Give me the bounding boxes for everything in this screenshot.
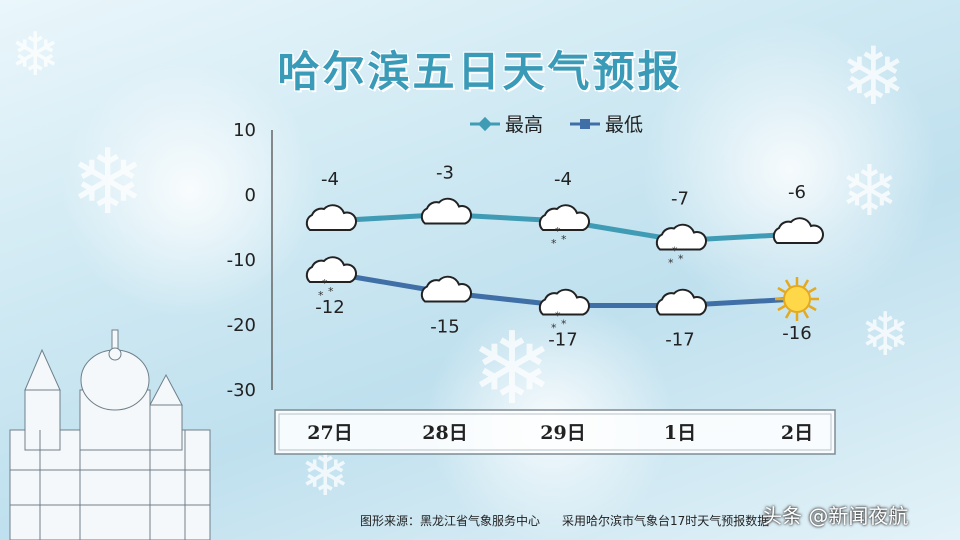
svg-text:*: * [555,310,561,323]
y-tick-label: 10 [233,120,256,141]
frost-glow [60,60,320,320]
snow-cloud-icon: *** [655,223,707,270]
church-illustration [9,329,211,540]
sun-icon [775,277,819,321]
cloud-icon [305,204,357,231]
x-tick-label: 28日 [422,422,467,444]
high-value-label: -4 [321,169,339,190]
cloud-icon [772,217,824,244]
weather-icons: ************ [305,197,824,335]
snowflake-icon: ❄ [840,30,908,123]
svg-text:*: * [561,233,567,246]
x-tick-label: 27日 [307,422,352,444]
svg-text:*: * [322,277,328,290]
snow-cloud-icon: *** [538,204,590,250]
y-tick-label: 0 [245,185,256,206]
cloud-icon [420,197,472,225]
footer-source: 图形来源：黑龙江省气象服务中心 [360,514,541,528]
snowflake-icon: ❄ [10,20,61,90]
date-bar [274,409,836,455]
footer: 图形来源：黑龙江省气象服务中心 采用哈尔滨市气象台17时天气预报数据 [360,512,791,529]
snow-cloud-icon: *** [305,256,357,302]
snowflake-icon: ❄ [840,150,899,232]
frost-glow [640,20,940,320]
snow-cloud-icon: *** [538,288,590,335]
cloud-icon [655,288,707,316]
data-labels: -4 -3 -4 -7 -6 -12 -15 -17 -17 -16 [315,163,811,351]
high-value-label: -7 [671,189,689,210]
low-value-label: -17 [548,330,577,351]
svg-text:*: * [551,322,557,335]
low-value-label: -16 [782,323,811,344]
snowflake-icon: ❄ [470,310,554,427]
svg-text:*: * [672,245,678,258]
legend-high-marker [477,116,493,132]
y-tick-label: -10 [227,250,256,271]
x-tick-label: 29日 [540,422,585,444]
y-tick-label: -20 [227,315,256,336]
watermark: 头条 @新闻夜航 [762,504,909,528]
svg-text:*: * [668,257,674,270]
snowflake-icon: ❄ [70,130,146,235]
date-bar-inner [278,413,832,451]
y-axis-ticks: 10 0 -10 -20 -30 [227,120,256,401]
low-value-label: -15 [430,317,459,338]
svg-text:*: * [678,253,684,266]
x-axis-dates: 27日 28日 29日 1日 2日 [307,422,813,444]
high-value-label: -4 [554,169,572,190]
cloud-icon [420,275,472,303]
footer-note: 采用哈尔滨市气象台17时天气预报数据 [562,514,770,528]
svg-text:*: * [555,225,561,238]
low-value-label: -17 [665,330,694,351]
legend-low-label: 最低 [605,114,643,136]
low-value-label: -12 [315,297,344,318]
x-tick-label: 1日 [664,422,696,444]
legend-high-label: 最高 [505,114,543,136]
svg-text:*: * [318,289,324,302]
snowflake-icon: ❄ [860,300,911,370]
high-value-label: -6 [788,182,806,203]
legend-low-marker [580,119,590,129]
high-value-label: -3 [436,163,454,184]
svg-text:*: * [551,237,557,250]
chart-legend: 最高 最低 [470,114,643,136]
x-tick-label: 2日 [781,422,813,444]
svg-text:*: * [328,285,334,298]
svg-text:*: * [561,318,567,331]
page-title: 哈尔滨五日天气预报 [277,47,683,96]
y-tick-label: -30 [227,380,256,401]
